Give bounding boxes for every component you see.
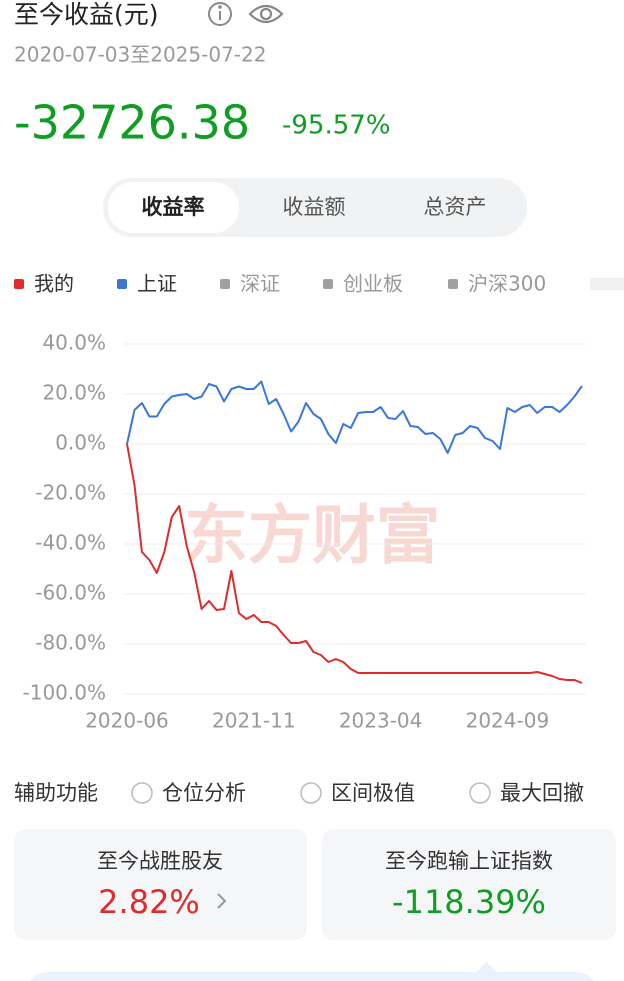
- x-tick-label: 2021-11: [212, 709, 296, 733]
- y-tick-label: 40.0%: [42, 331, 106, 355]
- y-tick-label: 20.0%: [42, 381, 106, 405]
- radio-label[interactable]: 仓位分析: [162, 781, 246, 805]
- eye-icon[interactable]: [248, 4, 284, 24]
- card-label: 至今跑输上证指数: [385, 849, 553, 873]
- amount: -32726.38: [14, 96, 250, 150]
- y-tick-label: 0.0%: [55, 431, 106, 455]
- legend-swatch[interactable]: [220, 279, 230, 289]
- y-tick-label: -60.0%: [35, 581, 106, 605]
- card-value: -118.39%: [392, 883, 546, 921]
- y-tick-label: -80.0%: [35, 631, 106, 655]
- card[interactable]: [14, 829, 307, 940]
- legend-label[interactable]: 上证: [137, 272, 177, 296]
- watermark: 东方财富: [184, 500, 440, 574]
- card: [322, 829, 616, 940]
- legend-overflow: [590, 278, 624, 290]
- x-tick-label: 2020-06: [85, 709, 169, 733]
- tab[interactable]: 收益额: [283, 195, 346, 219]
- series-line: [126, 443, 583, 684]
- active-tab: [108, 182, 239, 233]
- legend-label[interactable]: 创业板: [343, 272, 403, 296]
- radio[interactable]: [469, 782, 491, 804]
- x-tick-label: 2024-09: [466, 709, 550, 733]
- tip-box: [30, 962, 594, 981]
- legend-label[interactable]: 沪深300: [468, 272, 546, 296]
- tab[interactable]: 收益率: [142, 195, 205, 219]
- series-line: [126, 380, 583, 454]
- tab[interactable]: 总资产: [424, 195, 487, 219]
- y-tick-label: -100.0%: [23, 681, 106, 705]
- radio-label[interactable]: 最大回撤: [500, 781, 584, 805]
- card-label: 至今战胜股友: [97, 849, 223, 873]
- x-tick-label: 2023-04: [339, 709, 423, 733]
- date-range: 2020-07-03至2025-07-22: [14, 43, 266, 67]
- chevron: [217, 893, 227, 909]
- legend-swatch[interactable]: [117, 279, 127, 289]
- info-icon[interactable]: [208, 2, 232, 26]
- percent: -95.57%: [282, 111, 391, 141]
- legend-swatch[interactable]: [14, 279, 24, 289]
- y-tick-label: -20.0%: [35, 481, 106, 505]
- legend-label[interactable]: 我的: [34, 272, 74, 296]
- radio[interactable]: [131, 782, 153, 804]
- y-tick-label: -40.0%: [35, 531, 106, 555]
- tools-label: 辅助功能: [14, 781, 98, 805]
- radio-label[interactable]: 区间极值: [331, 781, 415, 805]
- radio[interactable]: [300, 782, 322, 804]
- legend-swatch[interactable]: [448, 279, 458, 289]
- title: 至今收益(元): [14, 0, 159, 29]
- legend-label[interactable]: 深证: [240, 272, 280, 296]
- legend-swatch[interactable]: [323, 279, 333, 289]
- card-value: 2.82%: [98, 883, 200, 921]
